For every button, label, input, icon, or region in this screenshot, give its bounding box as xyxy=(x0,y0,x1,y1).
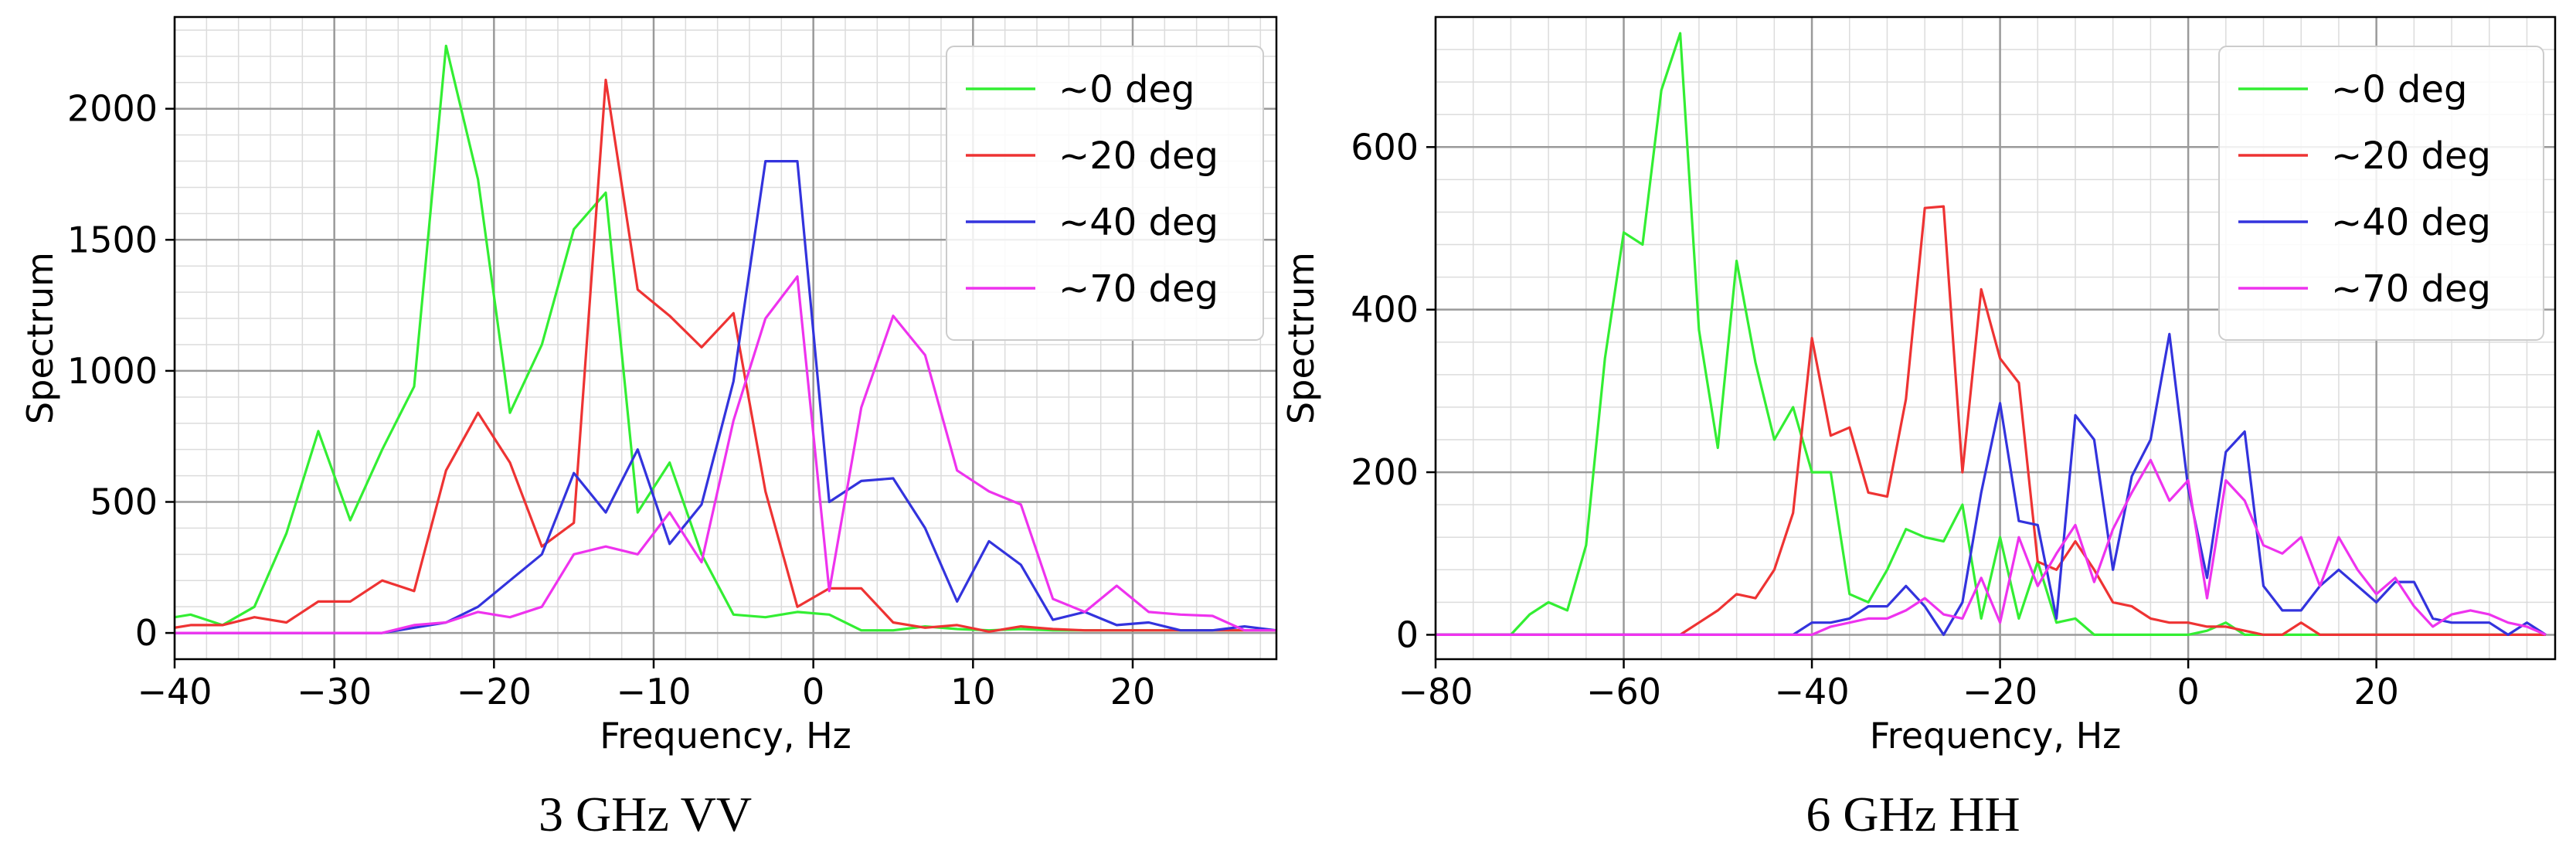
series-line-3 xyxy=(175,275,1276,634)
plot-frame xyxy=(173,15,1278,661)
y-axis-label: Spectrum xyxy=(1280,252,1322,424)
x-tick-label: −80 xyxy=(1398,671,1473,712)
plot-frame xyxy=(1434,15,2557,661)
y-tick-label: 0 xyxy=(135,612,158,654)
legend-label: ~40 deg xyxy=(1059,201,1218,244)
x-tick-label: 0 xyxy=(802,671,824,712)
legend-label: ~20 deg xyxy=(1059,134,1218,178)
figure-caption: 6 GHz HH xyxy=(1806,787,2020,842)
x-tick-label: 20 xyxy=(1110,671,1156,712)
series-group xyxy=(175,44,1276,634)
y-axis-label: Spectrum xyxy=(19,252,61,424)
series-line-3 xyxy=(1436,458,2547,637)
chart-panel-0: −40 −30 −20 −10 0 10 20 0 500 1000 1500 2000 Frequen… xyxy=(19,15,1278,842)
x-tick-label: −40 xyxy=(1775,671,1850,712)
x-tick-label: 20 xyxy=(2353,671,2399,712)
x-tick-label: −20 xyxy=(457,671,532,712)
y-tick-label: 400 xyxy=(1351,289,1419,331)
legend: ~0 deg ~20 deg ~40 deg ~70 deg xyxy=(946,46,1264,341)
y-tick-label: 200 xyxy=(1351,451,1419,493)
y-tick-label: 500 xyxy=(90,481,158,522)
y-tick-label: 2000 xyxy=(67,88,158,130)
x-tick-label: −20 xyxy=(1963,671,2037,712)
x-tick-label: −30 xyxy=(297,671,372,712)
legend-label: ~70 deg xyxy=(1059,267,1218,311)
x-tick-label: −10 xyxy=(616,671,691,712)
y-tick-label: 1000 xyxy=(67,350,158,392)
x-tick-label: 10 xyxy=(950,671,996,712)
legend-label: ~0 deg xyxy=(2331,68,2467,111)
series-line-1 xyxy=(175,78,1276,634)
x-tick-label: 0 xyxy=(2177,671,2199,712)
legend: ~0 deg ~20 deg ~40 deg ~70 deg xyxy=(2218,46,2544,341)
legend-label: ~20 deg xyxy=(2331,134,2491,178)
x-tick-label: −40 xyxy=(137,671,212,712)
x-tick-label: −60 xyxy=(1586,671,1661,712)
legend-box xyxy=(946,46,1264,341)
y-tick-label: 600 xyxy=(1351,126,1419,168)
legend-box xyxy=(2218,46,2544,341)
y-tick-label: 0 xyxy=(1396,614,1419,655)
y-tick-label: 1500 xyxy=(67,219,158,260)
x-axis-label: Frequency, Hz xyxy=(600,715,851,757)
legend-label: ~0 deg xyxy=(1059,68,1195,111)
series-group xyxy=(1436,32,2547,637)
figure-caption: 3 GHz VV xyxy=(539,787,752,842)
legend-label: ~70 deg xyxy=(2331,267,2491,311)
legend-label: ~40 deg xyxy=(2331,201,2491,244)
x-axis-label: Frequency, Hz xyxy=(1870,715,2122,757)
